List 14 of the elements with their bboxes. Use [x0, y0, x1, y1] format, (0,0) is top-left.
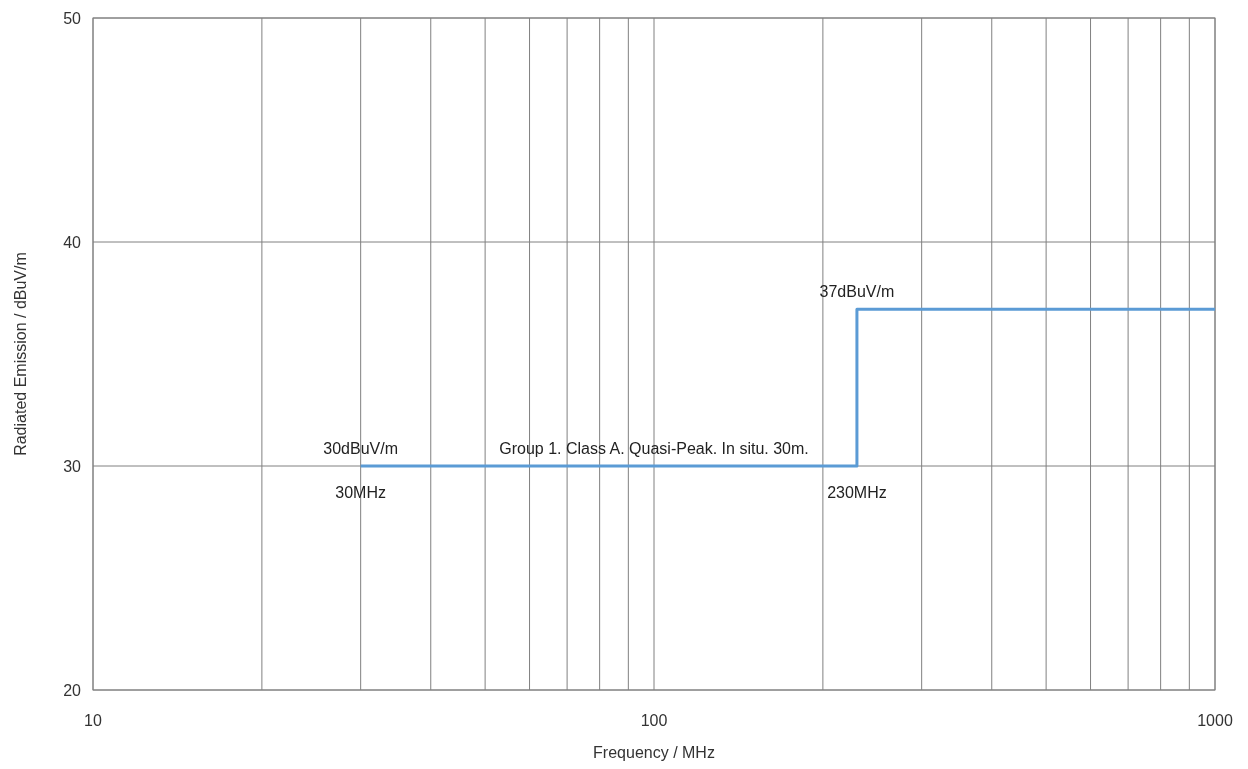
y-tick-label: 40	[63, 234, 82, 251]
x-tick-label: 1000	[1197, 712, 1233, 729]
annotation: 30MHz	[335, 484, 387, 501]
x-tick-label: 100	[640, 712, 668, 729]
annotation: 230MHz	[827, 484, 887, 501]
annotation: Group 1. Class A. Quasi-Peak. In situ. 30m.	[499, 440, 809, 457]
annotation: 30dBuV/m	[323, 440, 399, 457]
y-tick-label: 30	[63, 458, 82, 475]
y-tick-label: 50	[63, 10, 82, 27]
x-tick-label: 10	[84, 712, 102, 729]
y-axis-title: Radiated Emission / dBuV/m	[12, 252, 29, 456]
y-tick-label: 20	[63, 682, 82, 699]
x-axis-title: Frequency / MHz	[593, 744, 715, 761]
annotation: 37dBuV/m	[819, 283, 895, 301]
